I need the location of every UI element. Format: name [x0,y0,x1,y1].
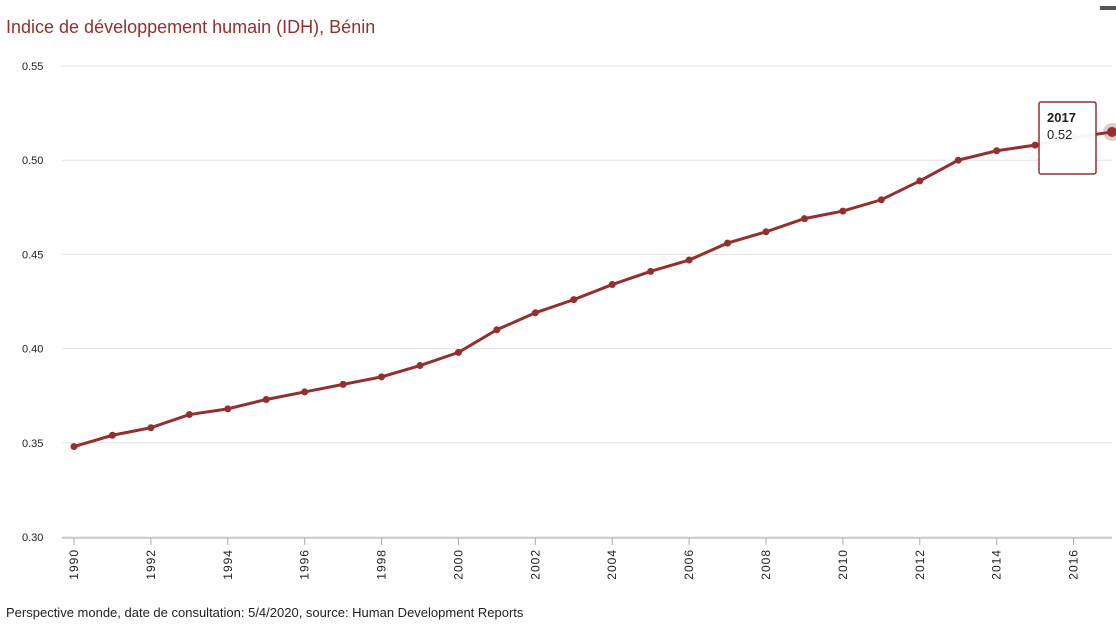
point [531,309,539,317]
point [800,215,808,223]
point [993,147,1001,155]
y-tick-label: 0.45 [22,249,43,261]
point [724,239,732,247]
point [954,156,962,164]
point [339,380,347,388]
tooltip-x: 2017 [1047,110,1076,125]
tooltip-box [1038,101,1097,175]
x-tick-label: 2012 [913,549,927,580]
chart-title: Indice de développement humain (IDH), Bé… [6,17,375,37]
x-tick-label: 2014 [990,549,1004,580]
x-tick-label: 2008 [759,549,773,580]
x-tick-label: 1996 [298,549,312,580]
x-tick-label: 2006 [682,549,696,580]
point [185,411,193,419]
point [493,326,501,334]
series-line [73,130,1113,449]
point [108,431,116,439]
point [416,362,424,370]
point [301,388,309,396]
point [916,177,924,185]
point [147,424,155,432]
x-tick-label: 2010 [836,549,850,580]
footer: Perspective monde, date de consultation:… [6,605,524,620]
menu-icon[interactable] [1100,6,1116,10]
x-tick-label: 2002 [528,549,542,580]
x-tick-label: 2016 [1067,549,1081,580]
x-tick-label: 1990 [67,549,81,580]
point [685,256,693,264]
y-tick-label: 0.40 [22,344,43,356]
point [877,196,885,204]
x-tick-label: 2000 [451,549,465,580]
y-tick-label: 0.50 [22,155,43,167]
point [224,405,232,413]
x-tick-label: 1998 [375,549,389,580]
point [70,443,78,451]
point [454,348,462,356]
point [378,373,386,381]
y-tick-label: 0.35 [22,438,43,450]
point [262,395,270,403]
x-tick-label: 1994 [221,549,235,580]
y-tick-label: 0.55 [22,61,43,73]
x-tick-label: 1992 [144,549,158,580]
point [608,281,616,289]
hover-point [1107,126,1116,137]
y-tick-label: 0.30 [22,532,43,544]
tooltip-value: 0.52 [1047,127,1072,142]
point [1031,141,1039,149]
point [570,296,578,304]
x-tick-label: 2004 [605,549,619,580]
point [762,228,770,236]
point [647,267,655,275]
point [839,207,847,215]
